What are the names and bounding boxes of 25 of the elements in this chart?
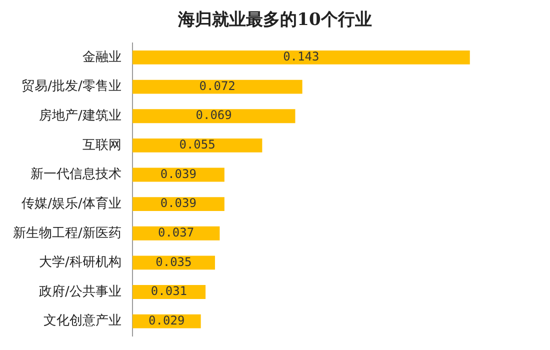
bar — [132, 138, 262, 152]
data-label: 0.039 — [160, 166, 196, 181]
bar — [132, 80, 302, 94]
data-label: 0.029 — [148, 313, 185, 328]
y-tick-label: 房地产/建筑业 — [38, 107, 122, 124]
y-tick-label: 文化创意产业 — [43, 314, 122, 329]
data-label: 0.072 — [199, 78, 236, 93]
y-tick-label: 传媒/娱乐/体育业 — [22, 195, 122, 212]
y-tick-label: 大学/科研机构 — [38, 255, 122, 270]
bar — [132, 50, 470, 64]
y-tick-label: 互联网 — [82, 138, 122, 153]
chart-title: 海归就业最多的10个行业 — [177, 9, 373, 32]
y-tick-label: 新一代信息技术 — [30, 167, 122, 182]
data-label: 0.143 — [283, 50, 320, 64]
bar — [132, 109, 296, 124]
data-label: 0.055 — [179, 138, 216, 152]
y-tick-label: 新生物工程/新医药 — [12, 226, 122, 241]
y-tick-label: 政府/公共事业 — [38, 283, 122, 300]
data-label: 0.069 — [196, 108, 232, 122]
data-label: 0.035 — [156, 254, 192, 269]
data-label: 0.037 — [158, 226, 194, 240]
data-label: 0.039 — [160, 196, 196, 210]
y-tick-label: 金融业 — [82, 50, 122, 65]
data-label: 0.031 — [150, 284, 188, 298]
y-tick-label: 贸易/批发/零售业 — [22, 79, 122, 94]
